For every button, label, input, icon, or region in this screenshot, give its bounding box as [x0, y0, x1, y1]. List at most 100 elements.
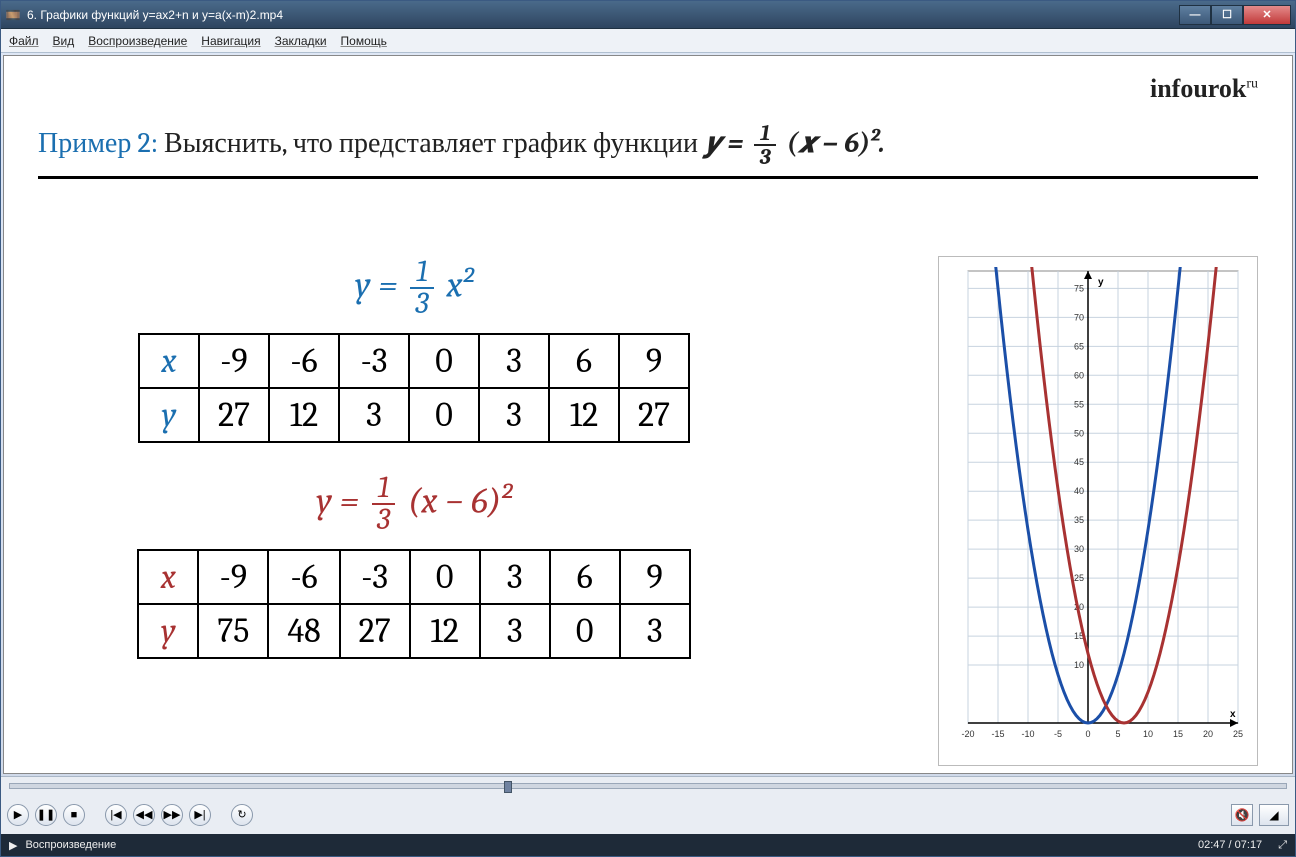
menu-view[interactable]: Вид — [53, 34, 75, 48]
example-text: Выяснить, что представляет график функци… — [164, 127, 698, 159]
svg-text:-20: -20 — [961, 729, 974, 739]
svg-text:-10: -10 — [1021, 729, 1034, 739]
app-icon: 🎞️ — [5, 7, 21, 23]
t2c: -3 — [340, 550, 410, 604]
seek-track[interactable] — [9, 783, 1287, 789]
formula-1: y = 13 x² — [64, 257, 764, 319]
chart-svg: yx1015202530354045505560657075-20-15-10-… — [945, 267, 1251, 747]
window-title: 6. Графики функций y=ax2+n и y=a(x-m)2.m… — [27, 8, 1179, 22]
next-file-button[interactable]: ▶| — [189, 804, 211, 826]
step-fwd-button[interactable]: ▶▶ — [161, 804, 183, 826]
table-row: y 75482712303 — [138, 604, 689, 658]
svg-text:-15: -15 — [991, 729, 1004, 739]
svg-text:40: 40 — [1074, 486, 1084, 496]
pause-button[interactable]: ❚❚ — [35, 804, 57, 826]
logo-suffix: ru — [1246, 76, 1258, 91]
left-column: y = 13 x² x -9-6-30369 y 27123031227 y =… — [64, 251, 764, 689]
formula-2: y = 13 (x − 6)² — [64, 473, 764, 535]
table-2: x -9-6-3 0369 y 75482712303 — [137, 549, 690, 659]
step-back-button[interactable]: ◀◀ — [133, 804, 155, 826]
t2c: 12 — [410, 604, 480, 658]
close-button[interactable]: ✕ — [1243, 5, 1291, 25]
t1c: 12 — [269, 388, 339, 442]
seek-thumb[interactable] — [504, 781, 512, 793]
menu-navigation[interactable]: Навигация — [201, 34, 260, 48]
table-row: y 27123031227 — [139, 388, 689, 442]
example-title: Пример 2: Выяснить, что представляет гра… — [38, 122, 1258, 168]
t2-h-x: x — [138, 550, 198, 604]
svg-text:35: 35 — [1074, 515, 1084, 525]
t1c: 3 — [479, 388, 549, 442]
menu-playback[interactable]: Воспроизведение — [88, 34, 187, 48]
slide: infourokru Пример 2: Выяснить, что предс… — [4, 56, 1292, 773]
svg-text:75: 75 — [1074, 283, 1084, 293]
logo-text: infourok — [1150, 74, 1246, 103]
t2c: 27 — [340, 604, 410, 658]
t2c: 3 — [480, 550, 550, 604]
svg-text:65: 65 — [1074, 341, 1084, 351]
svg-text:x: x — [1230, 709, 1236, 720]
prev-file-button[interactable]: |◀ — [105, 804, 127, 826]
svg-text:20: 20 — [1203, 729, 1213, 739]
play-state-icon: ▶ — [9, 839, 17, 852]
svg-text:55: 55 — [1074, 399, 1084, 409]
svg-text:30: 30 — [1074, 544, 1084, 554]
svg-text:15: 15 — [1173, 729, 1183, 739]
formula-2-rhs: (x − 6)² — [408, 480, 512, 521]
t2c: 75 — [198, 604, 268, 658]
maximize-button[interactable]: ☐ — [1211, 5, 1243, 25]
svg-text:10: 10 — [1143, 729, 1153, 739]
menu-file[interactable]: Файл — [9, 34, 39, 48]
seekbar[interactable] — [1, 777, 1295, 795]
titlebar[interactable]: 🎞️ 6. Графики функций y=ax2+n и y=a(x-m)… — [1, 1, 1295, 29]
t1c: 6 — [549, 334, 619, 388]
svg-text:-5: -5 — [1054, 729, 1062, 739]
window-buttons: — ☐ ✕ — [1179, 5, 1291, 25]
t2c: 48 — [268, 604, 339, 658]
controls-row: ▶ ❚❚ ■ |◀ ◀◀ ▶▶ ▶| ↻ 🔇 ◢ — [1, 795, 1295, 834]
logo: infourokru — [1150, 74, 1258, 104]
svg-text:60: 60 — [1074, 370, 1084, 380]
t1c: 27 — [619, 388, 689, 442]
t2c: 9 — [620, 550, 690, 604]
svg-text:y: y — [1098, 277, 1104, 288]
formula-1-den: 3 — [409, 289, 434, 319]
t1c: 3 — [339, 388, 409, 442]
bottom-controls: ▶ ❚❚ ■ |◀ ◀◀ ▶▶ ▶| ↻ 🔇 ◢ — [1, 776, 1295, 834]
t1c: 27 — [199, 388, 269, 442]
formula-1-lhs: y = — [355, 264, 398, 305]
svg-text:70: 70 — [1074, 312, 1084, 322]
formula-2-num: 1 — [372, 473, 396, 505]
video-area[interactable]: infourokru Пример 2: Выяснить, что предс… — [3, 55, 1293, 774]
t2c: -9 — [198, 550, 268, 604]
svg-text:25: 25 — [1074, 573, 1084, 583]
t2c: -6 — [268, 550, 339, 604]
t1c: -6 — [269, 334, 339, 388]
t1c: 0 — [409, 334, 479, 388]
stop-button[interactable]: ■ — [63, 804, 85, 826]
t1c: 0 — [409, 388, 479, 442]
table-row: x -9-6-30369 — [138, 550, 689, 604]
t2c: 0 — [550, 604, 620, 658]
example-lead: Пример 2: — [38, 127, 158, 159]
t1-h-x: x — [139, 334, 199, 388]
formula-1-num: 1 — [410, 257, 434, 289]
play-button[interactable]: ▶ — [7, 804, 29, 826]
svg-text:25: 25 — [1233, 729, 1243, 739]
expand-icon[interactable]: ⤢ — [1278, 839, 1287, 852]
minimize-button[interactable]: — — [1179, 5, 1211, 25]
status-text: Воспроизведение — [25, 839, 116, 851]
menu-help[interactable]: Помощь — [341, 34, 387, 48]
t2c: 3 — [480, 604, 550, 658]
menu-bookmarks[interactable]: Закладки — [275, 34, 327, 48]
formula-2-den: 3 — [371, 505, 396, 535]
t2-h-y: y — [138, 604, 198, 658]
loop-button[interactable]: ↻ — [231, 804, 253, 826]
menubar: Файл Вид Воспроизведение Навигация Закла… — [1, 29, 1295, 53]
t1c: 3 — [479, 334, 549, 388]
t2c: 6 — [550, 550, 620, 604]
t2c: 3 — [620, 604, 690, 658]
mute-button[interactable]: 🔇 — [1231, 804, 1253, 826]
volume-slider[interactable]: ◢ — [1259, 804, 1289, 826]
formula-1-rhs: x² — [447, 264, 474, 305]
